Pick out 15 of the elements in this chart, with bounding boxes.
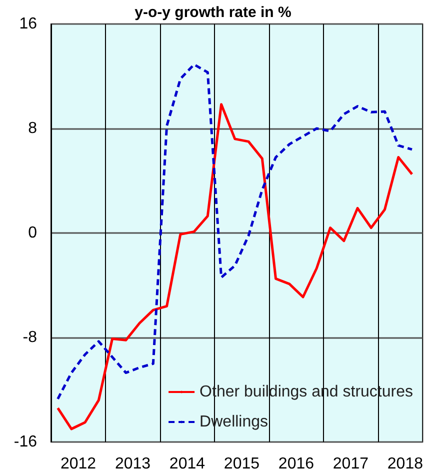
y-tick-label: -16 xyxy=(14,434,38,450)
x-tick-label: 2017 xyxy=(332,456,369,472)
y-tick-label: 0 xyxy=(28,224,38,242)
y-tick-label: 8 xyxy=(28,120,38,137)
x-tick-label: 2012 xyxy=(60,456,96,472)
chart-title: y-o-y growth rate in % xyxy=(134,4,292,21)
x-tick-label: 2018 xyxy=(387,456,424,472)
x-tick-label: 2014 xyxy=(169,456,206,472)
line-series xyxy=(56,63,414,400)
line-series xyxy=(56,103,414,430)
x-tick-label: 2016 xyxy=(278,456,314,472)
x-tick-label: 2013 xyxy=(114,456,151,472)
y-tick-label: 16 xyxy=(19,16,38,32)
y-tick-label: -8 xyxy=(22,329,38,346)
x-tick-label: 2015 xyxy=(224,456,260,472)
